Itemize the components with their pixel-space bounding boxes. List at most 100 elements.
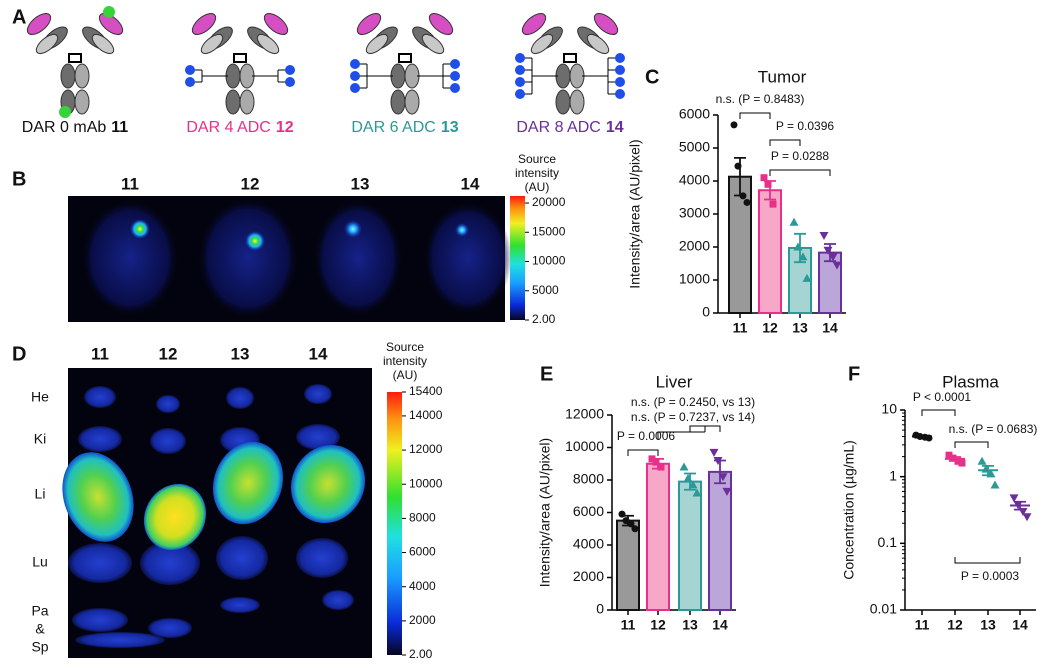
lane-label: 11 (91, 344, 109, 363)
y-axis-label: Intensity/area (AU/pixel) (627, 139, 643, 288)
light-chain (263, 13, 289, 35)
y-tick-label: 8000 (573, 471, 604, 487)
data-point (734, 162, 742, 170)
light-chain (98, 13, 124, 35)
data-point (832, 261, 842, 270)
data-point (631, 525, 639, 533)
payload (350, 59, 360, 69)
fc (569, 89, 585, 115)
liver (62, 452, 134, 542)
light-chain (530, 33, 554, 55)
data-point (925, 434, 933, 442)
significance-bracket (769, 139, 801, 146)
tumor-signal (344, 220, 362, 238)
significance-bracket (769, 169, 831, 176)
colorbar-title: intensity (515, 166, 559, 180)
data-point (949, 454, 957, 462)
y-tick-label: 6000 (679, 106, 710, 122)
significance-bracket (921, 409, 956, 416)
colorbar-tick-label: 10000 (532, 254, 566, 268)
antibody-icon (350, 13, 460, 115)
x-tick-label: 14 (712, 617, 728, 633)
antibody-icon (26, 6, 124, 118)
mouse (424, 202, 512, 314)
significance-label: n.s. (P = 0.7237, vs 14) (631, 410, 755, 424)
mouse (198, 198, 298, 318)
x-tick-label: 11 (915, 617, 930, 633)
data-point (802, 273, 812, 282)
colorbar-tick-label: 5000 (532, 283, 559, 297)
bar (616, 519, 640, 611)
data-point (760, 174, 768, 182)
colorbar (387, 392, 402, 655)
label-text: DAR 8 ADC (516, 119, 600, 136)
lane-label: 12 (159, 344, 178, 363)
payload (185, 77, 195, 87)
data-point (652, 458, 660, 466)
lane-label: 11 (121, 174, 139, 193)
liver (212, 441, 284, 525)
light-chain (586, 33, 610, 55)
organ-label: & (35, 621, 45, 637)
fc (404, 89, 420, 115)
x-tick-label: 12 (947, 617, 963, 633)
y-tick-label: 2000 (573, 568, 604, 584)
colorbar-tick-label: 15400 (409, 384, 443, 398)
colorbar-tick-label: 2000 (409, 613, 436, 627)
payload (615, 53, 625, 63)
hinge (563, 53, 577, 63)
payload (615, 65, 625, 75)
significance-label: n.s. (P = 0.2450, vs 13) (631, 395, 755, 409)
significance-label: P < 0.0001 (913, 390, 971, 404)
hinge (233, 53, 247, 63)
compound-number: 11 (111, 119, 128, 136)
y-tick-label: 12000 (565, 406, 604, 422)
colorbar-tick-label: 8000 (409, 511, 436, 525)
fc (225, 89, 241, 115)
x-tick-label: 13 (682, 617, 698, 633)
data-point (618, 510, 626, 518)
data-point (1018, 508, 1028, 517)
y-tick-label: 10 (881, 401, 897, 417)
light-chain (26, 13, 52, 35)
x-tick-label: 11 (733, 320, 748, 336)
tumor-signal (130, 219, 150, 239)
x-tick-label: 12 (650, 617, 666, 633)
light-chain (200, 33, 224, 55)
significance-label: P = 0.0396 (776, 119, 834, 133)
colorbar-title: intensity (383, 354, 427, 368)
data-point (739, 192, 747, 200)
payload (350, 71, 360, 81)
antibody-label: DAR 6 ADC 13 (351, 119, 458, 136)
data-point (764, 180, 772, 188)
mouse (82, 200, 178, 316)
x-tick-label: 14 (1012, 617, 1028, 633)
fc (390, 63, 406, 89)
images (62, 196, 512, 658)
panel-label: D (12, 343, 26, 365)
chart-title: Plasma (942, 372, 999, 391)
light-chain (521, 13, 547, 35)
light-chain (356, 13, 382, 35)
y-tick-label: 3000 (679, 205, 710, 221)
fc (404, 63, 420, 89)
panel-label: F (848, 363, 860, 385)
y-tick-label: 2000 (679, 238, 710, 254)
colorbar-title: (AU) (393, 368, 418, 382)
hinge (398, 53, 412, 63)
data-point (648, 455, 656, 463)
data-point (789, 217, 799, 226)
data-point (722, 487, 732, 496)
panel-label: B (12, 168, 26, 190)
significance-bracket (739, 112, 771, 119)
payload (450, 59, 460, 69)
colorbar-title: (AU) (525, 180, 550, 194)
mouse (314, 200, 402, 316)
significance-bracket (627, 449, 659, 456)
colorbar-tick-label: 2.00 (532, 312, 556, 326)
compound-number: 14 (606, 119, 624, 136)
payload (59, 106, 71, 118)
light-chain (428, 13, 454, 35)
fc (239, 63, 255, 89)
tumor-signal (455, 223, 469, 237)
